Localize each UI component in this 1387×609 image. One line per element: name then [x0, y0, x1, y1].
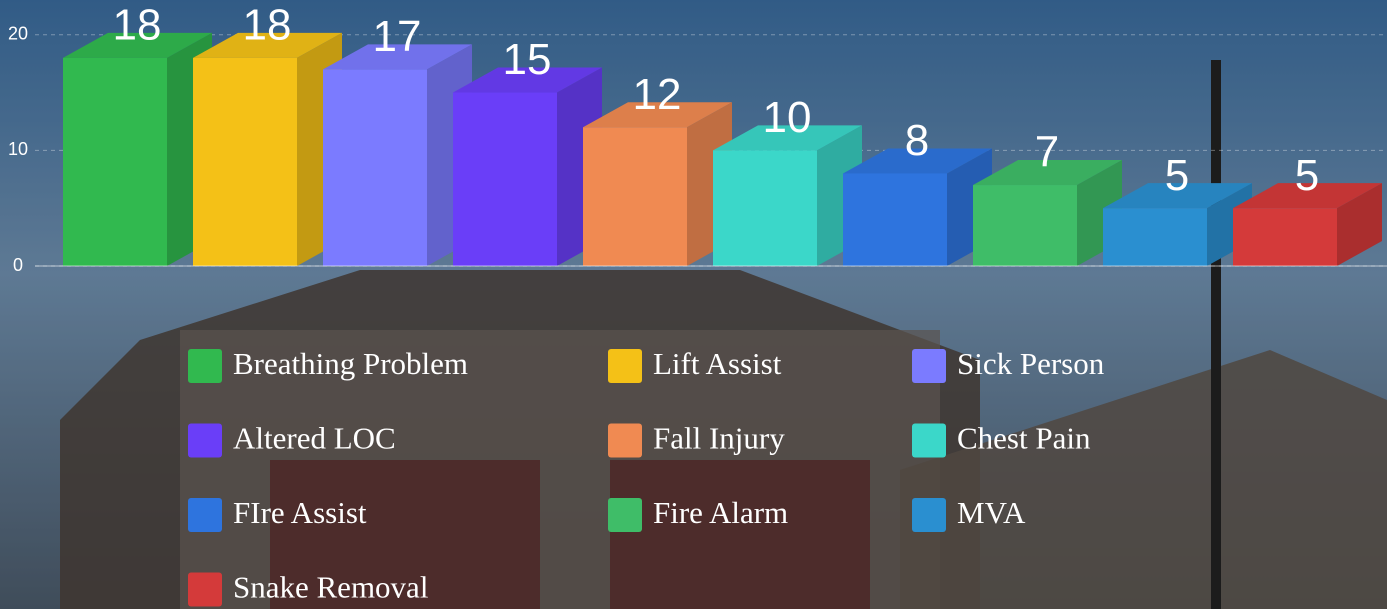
legend-swatch	[912, 424, 946, 458]
bar	[323, 69, 427, 266]
bar	[193, 58, 297, 266]
legend-label: Altered LOC	[233, 421, 396, 456]
legend-swatch	[188, 573, 222, 607]
bar	[973, 185, 1077, 266]
legend-label: Chest Pain	[957, 421, 1091, 456]
legend-label: Sick Person	[957, 346, 1105, 381]
bar	[453, 93, 557, 266]
bar	[63, 58, 167, 266]
legend-swatch	[608, 498, 642, 532]
legend-label: Fire Alarm	[653, 495, 788, 530]
legend-label: Breathing Problem	[233, 346, 468, 381]
value-label: 17	[373, 12, 422, 61]
legend-label: Lift Assist	[653, 346, 782, 381]
legend-swatch	[608, 349, 642, 383]
y-tick-label: 0	[13, 255, 23, 275]
legend-swatch	[188, 424, 222, 458]
bar	[843, 173, 947, 266]
y-tick-label: 10	[8, 139, 28, 159]
page: {"chart_data": {"type": "bar", "categori…	[0, 0, 1387, 609]
bar	[583, 127, 687, 266]
value-label: 18	[243, 0, 292, 49]
legend-label: MVA	[957, 495, 1026, 530]
bar	[713, 150, 817, 266]
legend-swatch	[188, 498, 222, 532]
legend-swatch	[188, 349, 222, 383]
y-tick-label: 20	[8, 23, 28, 43]
legend-label: Fall Injury	[653, 421, 785, 456]
legend-label: Snake Removal	[233, 570, 428, 605]
bar	[1233, 208, 1337, 266]
legend-swatch	[608, 424, 642, 458]
value-label: 8	[905, 116, 929, 165]
legend-swatch	[912, 349, 946, 383]
value-label: 18	[113, 0, 162, 49]
bar	[1103, 208, 1207, 266]
legend-label: FIre Assist	[233, 495, 367, 530]
value-label: 12	[633, 70, 682, 119]
chart: 0 10 20 18 18 17 15 12 10 8 7 5 5 Breathing Problem Li…	[0, 0, 1387, 609]
value-label: 10	[763, 93, 812, 142]
value-label: 5	[1295, 151, 1319, 200]
legend-swatch	[912, 498, 946, 532]
value-label: 5	[1165, 151, 1189, 200]
value-label: 15	[503, 35, 552, 84]
value-label: 7	[1035, 128, 1059, 177]
